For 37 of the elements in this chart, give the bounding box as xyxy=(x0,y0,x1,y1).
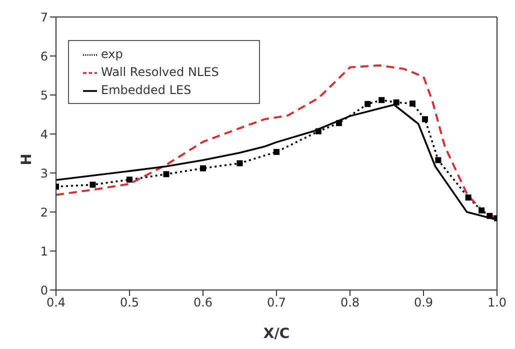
y-tick-label: 4 xyxy=(40,127,48,142)
point xyxy=(236,160,243,166)
point xyxy=(378,97,385,104)
y-axis-title: H xyxy=(18,154,35,166)
point xyxy=(274,148,280,155)
point xyxy=(435,157,442,164)
point xyxy=(465,194,472,201)
point xyxy=(163,171,170,178)
point xyxy=(478,207,485,214)
y-tick-label: 2 xyxy=(40,205,48,220)
point xyxy=(364,100,371,107)
x-axis-title: X/C xyxy=(263,326,290,342)
y-tick-label: 7 xyxy=(40,10,48,24)
x-tick-label: 0.6 xyxy=(193,296,213,310)
point xyxy=(90,182,96,188)
x-tick-label: 0.8 xyxy=(340,296,360,310)
point xyxy=(486,212,493,219)
y-tick-label: 3 xyxy=(40,166,48,180)
legend-label: Wall Resolved NLES xyxy=(101,65,219,79)
x-tick-label: 0.4 xyxy=(46,296,66,310)
x-tick-label: 1.0 xyxy=(487,296,507,310)
point xyxy=(393,99,400,106)
point xyxy=(126,176,132,183)
point xyxy=(422,116,428,122)
point xyxy=(336,120,342,126)
x-tick-label: 0.7 xyxy=(266,296,286,310)
x-tick-label: 0.9 xyxy=(414,296,434,310)
point xyxy=(315,128,322,134)
point xyxy=(200,165,206,172)
x-tick-label: 0.5 xyxy=(120,296,140,310)
y-tick-label: 1 xyxy=(40,244,48,258)
legend-label: exp xyxy=(101,47,123,61)
y-tick-label: 6 xyxy=(40,49,48,64)
y-tick-label: 0 xyxy=(40,283,48,298)
legend-label: Embedded LES xyxy=(101,83,192,97)
y-tick-label: 5 xyxy=(40,88,48,102)
point xyxy=(409,100,416,107)
